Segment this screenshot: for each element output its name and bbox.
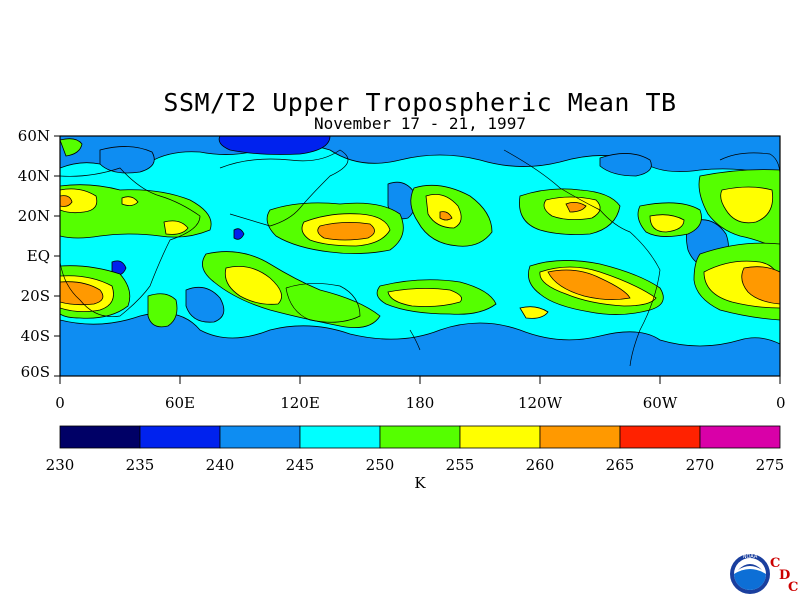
colorbar-tick: 265 (605, 456, 635, 474)
logo-letter: D (779, 568, 791, 583)
colorbar-swatch (219, 425, 301, 449)
colorbar-swatch (619, 425, 701, 449)
lon-label: 120E (280, 394, 320, 412)
noaa-emblem-icon: NOAA (730, 554, 770, 594)
lon-ticks (59, 376, 781, 384)
lon-label: 0 (776, 394, 786, 412)
map-subtitle: November 17 - 21, 1997 (314, 114, 526, 133)
logo-letter: C (770, 556, 781, 571)
colorbar-swatch (59, 425, 141, 449)
colorbar-tick: 250 (365, 456, 395, 474)
colorbar-swatch (459, 425, 541, 449)
logo-letter: C (788, 580, 799, 595)
map-title: SSM/T2 Upper Tropospheric Mean TB (163, 88, 677, 117)
logo-agency-text: NOAA (743, 554, 758, 560)
colorbar-swatch (379, 425, 461, 449)
lon-label: 0 (55, 394, 65, 412)
colorbar-tick: 260 (525, 456, 555, 474)
colorbar-tick: 235 (125, 456, 155, 474)
lat-label: 40S (20, 327, 50, 345)
lat-label: 60N (17, 127, 50, 145)
colorbar-tick: 240 (205, 456, 235, 474)
colorbar-swatch (139, 425, 221, 449)
field-260-265 (60, 195, 780, 306)
colorbar-tick: 255 (445, 456, 475, 474)
colorbar-tick: 245 (285, 456, 315, 474)
lon-label: 180 (405, 394, 435, 412)
lat-label: 20S (20, 287, 50, 305)
lat-label: EQ (26, 247, 50, 265)
colorbar-tick: 270 (685, 456, 715, 474)
lon-label: 60W (642, 394, 678, 412)
lon-label: 120W (517, 394, 563, 412)
lat-label: 40N (17, 167, 50, 185)
lat-ticks (54, 135, 60, 377)
colorbar-swatch (299, 425, 381, 449)
coastlines (60, 149, 780, 367)
contour-fields (60, 136, 780, 376)
noaa-logo: NOAA C D C (728, 552, 798, 600)
colorbar (59, 425, 781, 449)
colorbar-swatch (539, 425, 621, 449)
colorbar-tick: 275 (755, 456, 785, 474)
field-240-245 (60, 136, 780, 376)
colorbar-tick: 230 (45, 456, 75, 474)
colorbar-unit: K (414, 474, 426, 492)
lat-label: 20N (17, 207, 50, 225)
lat-label: 60S (20, 363, 50, 381)
colorbar-swatch (699, 425, 781, 449)
lon-label: 60E (164, 394, 196, 412)
